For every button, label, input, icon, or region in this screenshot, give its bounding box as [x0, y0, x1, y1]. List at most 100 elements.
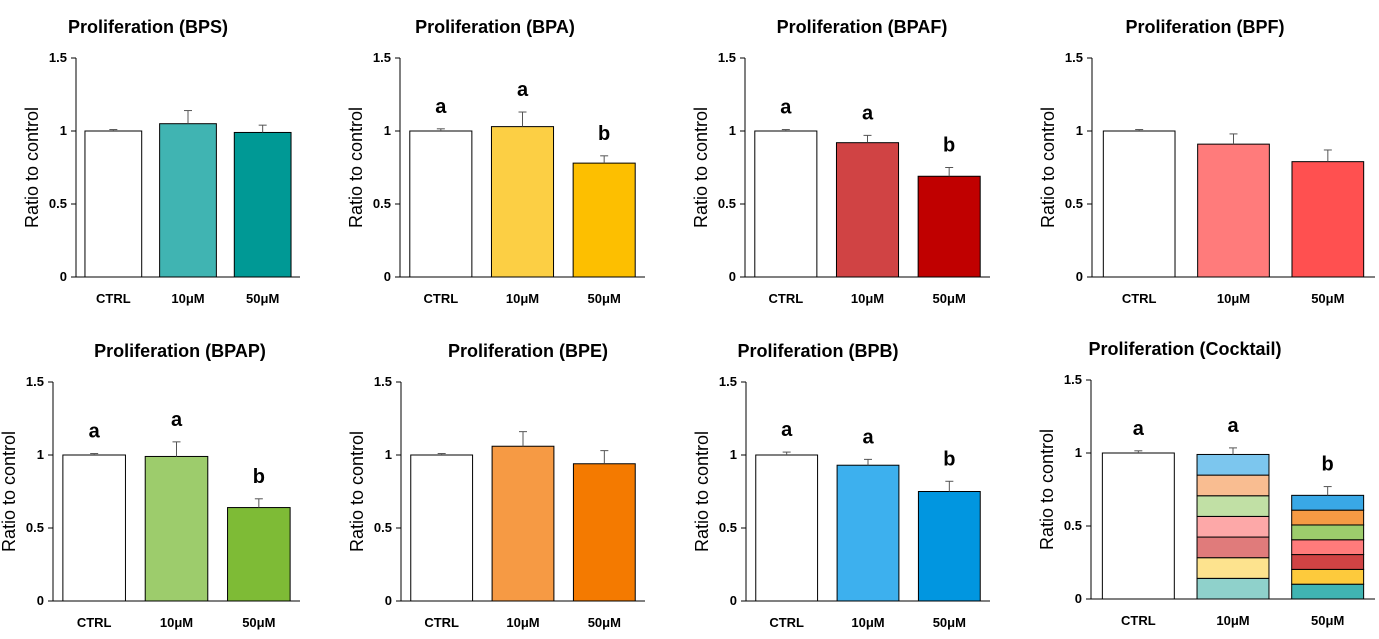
x-tick-label: CTRL: [768, 291, 803, 306]
chart-panel-1: Proliferation (BPS) Ratio to control 0 0.5 1…: [0, 0, 345, 317]
x-tick-label: 50μM: [1311, 291, 1344, 306]
bar-2: [836, 464, 900, 602]
chart-svg: Proliferation (BPAF) Ratio to control 0 0.5…: [691, 17, 990, 306]
chart-title: Proliferation (Cocktail): [1088, 339, 1281, 359]
bar-1: [410, 454, 474, 602]
chart-svg: Proliferation (BPE) Ratio to control 0 0.5 1…: [347, 341, 645, 630]
y-axis-label: Ratio to control: [692, 431, 712, 552]
chart-svg: Proliferation (BPF) Ratio to control 0 0.5 1…: [1038, 17, 1375, 306]
bar-3: [917, 175, 981, 278]
x-tick-label: 10μM: [506, 291, 539, 306]
y-tick-label: 0: [37, 593, 44, 608]
bar-3: [572, 463, 636, 602]
x-tick-label: 10μM: [851, 291, 884, 306]
y-axis-label: Ratio to control: [347, 431, 367, 552]
chart-panel-8: Proliferation (Cocktail) Ratio to control…: [1035, 317, 1379, 634]
chart-title: Proliferation (BPB): [737, 341, 898, 361]
bar-segment: [1196, 495, 1270, 517]
bar-segment: [1291, 524, 1365, 541]
chart-title: Proliferation (BPE): [448, 341, 608, 361]
bar-1: [409, 130, 473, 278]
y-tick-label: 1.5: [719, 374, 737, 389]
chart-panel-6: Proliferation (BPE) Ratio to control 0 0.5 1…: [345, 317, 690, 634]
bar-3: [1291, 161, 1365, 278]
chart-svg: Proliferation (Cocktail) Ratio to control…: [1037, 339, 1375, 628]
x-tick-label: 50μM: [242, 615, 275, 630]
bar-1: [1101, 452, 1175, 600]
chart-panel-5: Proliferation (BPAP) Ratio to control 0 0.5…: [0, 317, 345, 634]
significance-label: a: [1227, 415, 1239, 437]
chart-panel-2: Proliferation (BPA) Ratio to control 0 0.5 1…: [345, 0, 690, 317]
significance-label: a: [862, 426, 874, 448]
x-tick-label: CTRL: [77, 615, 112, 630]
x-tick-label: CTRL: [1122, 291, 1157, 306]
bar-2: [490, 126, 555, 278]
bar-2: [159, 123, 217, 278]
y-tick-label: 0: [729, 269, 736, 284]
significance-label: a: [1133, 418, 1145, 440]
y-tick-label: 1: [384, 123, 391, 138]
chart-svg: Proliferation (BPB) Ratio to control 0 0.5 1…: [692, 341, 990, 630]
y-tick-label: 0: [60, 269, 67, 284]
y-axis-label: Ratio to control: [22, 107, 42, 228]
y-tick-label: 1: [37, 447, 44, 462]
y-tick-label: 1.5: [1064, 372, 1082, 387]
bar-1: [755, 454, 819, 602]
x-tick-label: CTRL: [423, 291, 458, 306]
chart-panel-3: Proliferation (BPAF) Ratio to control 0 0.5…: [690, 0, 1035, 317]
x-tick-label: 50μM: [246, 291, 279, 306]
y-tick-label: 0: [385, 593, 392, 608]
bar-3: [917, 491, 981, 602]
x-tick-label: 10μM: [160, 615, 193, 630]
x-tick-label: 50μM: [588, 291, 621, 306]
x-tick-label: 10μM: [1216, 613, 1249, 628]
x-tick-label: 50μM: [933, 615, 966, 630]
bar-segment: [1196, 577, 1270, 600]
x-tick-label: CTRL: [424, 615, 459, 630]
y-axis-label: Ratio to control: [346, 107, 366, 228]
bar-segment: [1291, 583, 1365, 600]
y-tick-label: 0: [1076, 269, 1083, 284]
bar-segment: [1196, 453, 1270, 476]
significance-label: b: [253, 466, 265, 488]
x-tick-label: CTRL: [769, 615, 804, 630]
significance-label: b: [1322, 454, 1334, 476]
bar-2: [144, 455, 209, 602]
bar-segment: [1196, 557, 1270, 579]
x-tick-label: CTRL: [1121, 613, 1156, 628]
bar-segment: [1196, 515, 1270, 538]
x-tick-label: 50μM: [1311, 613, 1344, 628]
bar-segment: [1291, 494, 1365, 511]
significance-label: b: [598, 123, 610, 145]
chart-title: Proliferation (BPA): [415, 17, 575, 37]
y-tick-label: 1.5: [373, 50, 391, 65]
bar-segment: [1291, 509, 1365, 526]
y-tick-label: 0.5: [1065, 196, 1083, 211]
bar-1: [754, 130, 818, 278]
bar-2: [491, 445, 555, 602]
y-tick-label: 1: [729, 123, 736, 138]
y-axis-label: Ratio to control: [1038, 107, 1058, 228]
bar-3: [233, 131, 292, 278]
y-tick-label: 1: [730, 447, 737, 462]
bar-2: [1197, 143, 1270, 278]
x-tick-label: 10μM: [1217, 291, 1250, 306]
bar-segment: [1291, 539, 1365, 556]
significance-label: a: [89, 421, 101, 443]
significance-label: a: [780, 97, 792, 119]
significance-label: a: [435, 96, 447, 118]
bar-segment: [1196, 536, 1270, 559]
x-tick-label: 50μM: [933, 291, 966, 306]
y-tick-label: 1.5: [49, 50, 67, 65]
chart-svg: Proliferation (BPS) Ratio to control 0 0.5 1…: [22, 17, 300, 306]
y-axis-label: Ratio to control: [0, 431, 19, 552]
chart-title: Proliferation (BPF): [1125, 17, 1284, 37]
x-tick-label: 50μM: [588, 615, 621, 630]
bar-3: [227, 507, 291, 602]
chart-panel-7: Proliferation (BPB) Ratio to control 0 0.5 1…: [690, 317, 1035, 634]
bar-2: [835, 142, 900, 278]
bar-segment: [1291, 554, 1365, 570]
y-tick-label: 0.5: [49, 196, 67, 211]
y-tick-label: 1: [60, 123, 67, 138]
